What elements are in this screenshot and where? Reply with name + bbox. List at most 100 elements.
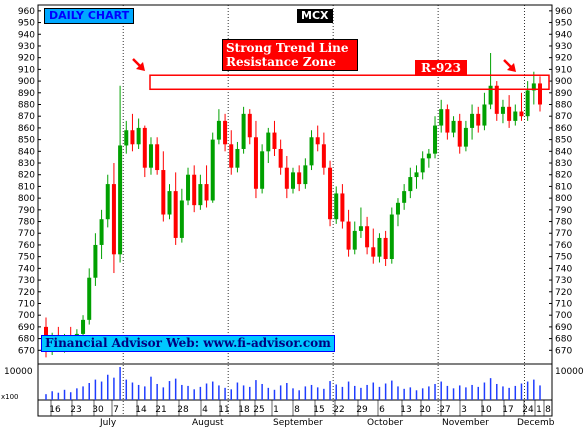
candle-up bbox=[426, 153, 431, 159]
candle-up bbox=[99, 219, 104, 245]
price-tick-left: 920 bbox=[18, 54, 35, 64]
price-tick-left: 760 bbox=[18, 241, 35, 251]
day-label: 7 bbox=[113, 405, 119, 415]
day-label: 10 bbox=[480, 405, 492, 415]
candle-down bbox=[346, 221, 351, 250]
volume-bars bbox=[45, 366, 541, 400]
website-banner: Financial Advisor Web: www.fi-advisor.co… bbox=[41, 335, 335, 352]
candle-down bbox=[315, 137, 320, 145]
candle-down bbox=[457, 120, 462, 147]
candle-up bbox=[105, 184, 110, 220]
price-tick-right: 760 bbox=[555, 241, 572, 251]
price-tick-right: 730 bbox=[555, 276, 572, 286]
candle-down bbox=[192, 174, 197, 206]
candle-down bbox=[155, 144, 160, 171]
price-tick-right: 960 bbox=[555, 7, 572, 17]
day-label: 14 bbox=[135, 405, 147, 415]
candle-up bbox=[167, 191, 172, 215]
candle-up bbox=[513, 111, 518, 121]
candle-down bbox=[161, 170, 166, 215]
price-tick-left: 690 bbox=[18, 323, 35, 333]
candle-up bbox=[531, 83, 536, 91]
candle-up bbox=[500, 106, 505, 114]
candle-down bbox=[223, 120, 228, 145]
price-tick-left: 780 bbox=[18, 218, 35, 228]
resistance-zone bbox=[149, 74, 550, 91]
candle-down bbox=[278, 148, 283, 168]
day-label: 11 bbox=[218, 405, 229, 415]
candle-down bbox=[253, 137, 258, 189]
price-tick-left: 810 bbox=[18, 182, 35, 192]
candle-down bbox=[284, 167, 289, 189]
price-tick-right: 890 bbox=[555, 89, 572, 99]
candle-down bbox=[111, 184, 116, 255]
resistance-zone-label: Strong Trend Line Resistance Zone bbox=[222, 39, 358, 71]
candle-up bbox=[470, 113, 475, 128]
price-tick-left: 930 bbox=[18, 42, 35, 52]
candle-up bbox=[395, 202, 400, 215]
day-label: 6 bbox=[379, 405, 385, 415]
candle-down bbox=[297, 172, 302, 185]
day-label: 3 bbox=[461, 405, 467, 415]
candle-down bbox=[519, 111, 524, 117]
volume-multiplier: x100 bbox=[1, 393, 19, 401]
month-label: August bbox=[192, 418, 224, 427]
arrow-head bbox=[136, 62, 145, 71]
day-label: 25 bbox=[253, 405, 264, 415]
price-tick-right: 880 bbox=[555, 100, 572, 110]
chart-title-badge: DAILY CHART bbox=[44, 8, 135, 24]
price-tick-left: 880 bbox=[18, 100, 35, 110]
candle-up bbox=[235, 148, 240, 168]
candle-down bbox=[371, 247, 376, 257]
price-tick-right: 860 bbox=[555, 124, 572, 134]
date-axis: 16 23 30 7 14 21 28 4 11 18 25 1 8 15 22 29 6 13 20 27 3 10 17… bbox=[49, 400, 555, 427]
day-label: 20 bbox=[419, 405, 431, 415]
candle-up bbox=[352, 230, 357, 250]
price-tick-left: 950 bbox=[18, 19, 35, 29]
candle-up bbox=[118, 145, 123, 255]
candle-down bbox=[204, 184, 209, 201]
price-tick-right: 850 bbox=[555, 136, 572, 146]
month-label: October bbox=[367, 418, 403, 427]
price-tick-left: 960 bbox=[18, 7, 35, 17]
price-candles bbox=[44, 52, 542, 358]
price-tick-left: 940 bbox=[18, 30, 35, 40]
price-tick-right: 690 bbox=[555, 323, 572, 333]
month-label: Decemb bbox=[517, 418, 555, 427]
price-tick-right: 700 bbox=[555, 311, 572, 321]
candle-up bbox=[402, 191, 407, 203]
pointer-arrows bbox=[132, 58, 516, 72]
volume-axis: 10000 10000 x100 bbox=[1, 367, 584, 401]
day-label: 13 bbox=[400, 405, 411, 415]
price-tick-left: 730 bbox=[18, 276, 35, 286]
candle-up bbox=[186, 174, 191, 201]
candle-up bbox=[433, 125, 438, 154]
price-tick-left: 680 bbox=[18, 335, 35, 345]
price-tick-left: 910 bbox=[18, 65, 35, 75]
candle-up bbox=[148, 144, 153, 168]
price-tick-left: 820 bbox=[18, 171, 35, 181]
candle-up bbox=[241, 113, 246, 149]
candle-down bbox=[130, 130, 135, 145]
candle-down bbox=[247, 113, 252, 138]
day-label: 1 bbox=[273, 405, 279, 415]
price-axis-left: 6706806907007107207307407507607707807908… bbox=[18, 7, 41, 356]
day-label: 24 bbox=[522, 405, 534, 415]
volume-tick-left: 10000 bbox=[4, 367, 33, 377]
price-tick-right: 680 bbox=[555, 335, 572, 345]
resistance-level-label: R-923 bbox=[415, 60, 468, 76]
candle-down bbox=[365, 226, 370, 248]
price-tick-left: 740 bbox=[18, 264, 35, 274]
price-tick-right: 820 bbox=[555, 171, 572, 181]
month-label: July bbox=[99, 418, 117, 427]
candle-up bbox=[377, 237, 382, 257]
candle-down bbox=[142, 127, 147, 168]
day-label: 16 bbox=[49, 405, 61, 415]
candle-up bbox=[463, 127, 468, 147]
candle-up bbox=[482, 104, 487, 126]
plot-border bbox=[37, 4, 553, 417]
day-label: 21 bbox=[155, 405, 166, 415]
day-label: 4 bbox=[202, 405, 208, 415]
candle-up bbox=[216, 120, 221, 140]
